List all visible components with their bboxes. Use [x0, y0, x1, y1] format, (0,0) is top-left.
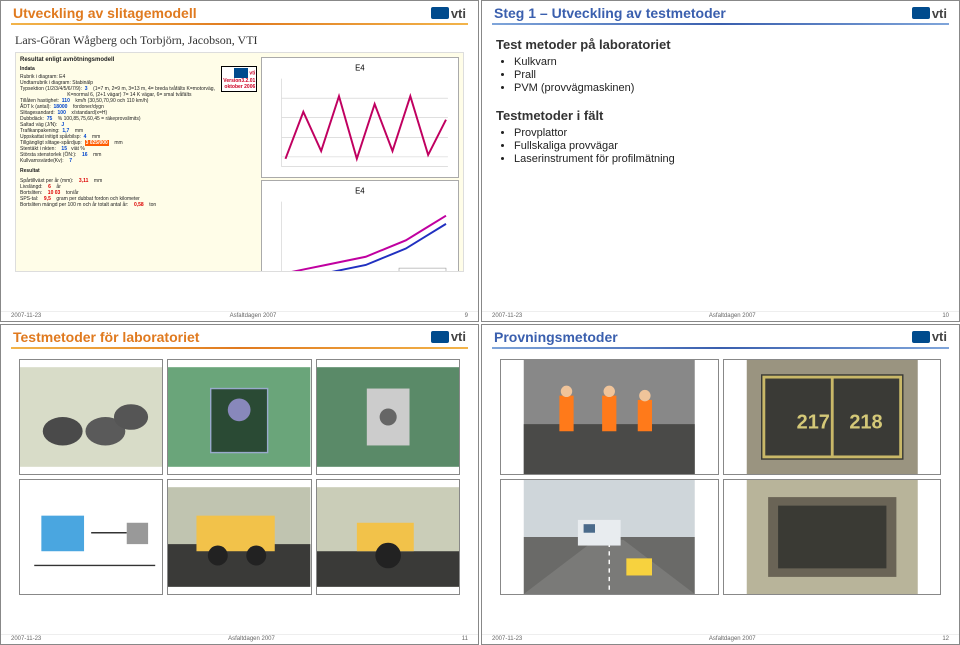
- subtitle: Lars-Göran Wågberg och Torbjörn, Jacobso…: [15, 33, 464, 48]
- photo-road-workers: [500, 359, 719, 475]
- slide-12: Provningsmetoder vti 217 218: [481, 324, 960, 645]
- list-item: Fullskaliga provvägar: [514, 140, 945, 152]
- slide-10: Steg 1 – Utveckling av testmetoder vti T…: [481, 0, 960, 322]
- chart-title: E4: [355, 64, 365, 73]
- footer-num: 9: [465, 313, 468, 319]
- slide-header: Steg 1 – Utveckling av testmetoder vti: [482, 1, 959, 23]
- section-heading: Test metoder på laboratoriet: [496, 37, 945, 52]
- photo-sample-frame: [723, 479, 942, 595]
- photo-grid: [15, 357, 464, 597]
- list-item: PVM (provvägmaskinen): [514, 82, 945, 94]
- series-1: [286, 216, 447, 272]
- photo-pvm-roller: [316, 479, 460, 595]
- section-heading: Testmetoder i fält: [496, 108, 945, 123]
- footer-date: 2007-11-23: [11, 313, 41, 319]
- slide-footer: 2007-11-23 Asfaltdagen 2007 11: [1, 634, 478, 644]
- photo-prall-apparatus: [167, 359, 311, 475]
- vti-logo: vti: [431, 6, 466, 21]
- footer-date: 2007-11-23: [11, 636, 41, 642]
- slide-title: Utveckling av slitagemodell: [13, 5, 197, 21]
- list-item: Laserinstrument för profilmätning: [514, 153, 945, 165]
- list-item: Provplattor: [514, 127, 945, 139]
- divider: [11, 23, 468, 25]
- footer-event: Asfaltdagen 2007: [230, 313, 277, 319]
- vti-logo: vti: [912, 6, 947, 21]
- list-item: Kulkvarn: [514, 56, 945, 68]
- plate-label-218: 218: [849, 411, 882, 433]
- vti-logo: vti: [912, 329, 947, 344]
- photo-lab-samples: [19, 359, 163, 475]
- footer-num: 12: [942, 636, 949, 642]
- slide-title: Steg 1 – Utveckling av testmetoder: [494, 5, 726, 21]
- charts-column: E4 E4: [261, 57, 459, 267]
- slide-9: Utveckling av slitagemodell vti Lars-Gör…: [0, 0, 479, 322]
- slide-footer: 2007-11-23 Asfaltdagen 2007 10: [482, 311, 959, 321]
- series-line: [286, 96, 447, 159]
- slide-11: Testmetoder för laboratoriet vti: [0, 324, 479, 645]
- chart-e4-cumulative: E4 Axlar; %: [261, 180, 459, 272]
- slide-content: Test metoder på laboratoriet KulkvarnPra…: [482, 29, 959, 311]
- photo-grid: 217 218: [496, 357, 945, 597]
- footer-event: Asfaltdagen 2007: [709, 636, 756, 642]
- footer-date: 2007-11-23: [492, 313, 522, 319]
- slide-header: Provningsmetoder vti: [482, 325, 959, 347]
- slide-footer: 2007-11-23 Asfaltdagen 2007 9: [1, 311, 478, 321]
- slide-content: [1, 353, 478, 635]
- slide-footer: 2007-11-23 Asfaltdagen 2007 12: [482, 634, 959, 644]
- lab-methods-list: KulkvarnPrallPVM (provvägmaskinen): [514, 56, 945, 94]
- vti-logo: vti: [431, 329, 466, 344]
- photo-van-laser-road: [500, 479, 719, 595]
- slide-content: 217 218: [482, 353, 959, 635]
- list-item: Prall: [514, 69, 945, 81]
- plate-label-217: 217: [796, 411, 829, 433]
- field-methods-list: ProvplattorFullskaliga provvägarLaserins…: [514, 127, 945, 165]
- slide-content: Lars-Göran Wågberg och Torbjörn, Jacobso…: [1, 29, 478, 311]
- footer-num: 11: [462, 636, 468, 642]
- divider: [492, 23, 949, 25]
- photo-pvm-test-track: [167, 479, 311, 595]
- chart-title: E4: [355, 187, 365, 196]
- slide-header: Utveckling av slitagemodell vti: [1, 1, 478, 23]
- model-panel: Resultat enligt avnötningsmodell vtiVers…: [15, 52, 464, 272]
- slide-title: Provningsmetoder: [494, 329, 618, 345]
- chart-e4-spikes: E4: [261, 57, 459, 178]
- slide-header: Testmetoder för laboratoriet vti: [1, 325, 478, 347]
- footer-event: Asfaltdagen 2007: [709, 313, 756, 319]
- footer-date: 2007-11-23: [492, 636, 522, 642]
- divider: [11, 347, 468, 349]
- photo-prall-closeup: [316, 359, 460, 475]
- photo-kulkvarn-schematic: [19, 479, 163, 595]
- photo-test-plates: 217 218: [723, 359, 942, 475]
- divider: [492, 347, 949, 349]
- indata-text: Resultat enligt avnötningsmodell vtiVers…: [20, 57, 257, 267]
- footer-num: 10: [942, 313, 949, 319]
- slide-title: Testmetoder för laboratoriet: [13, 329, 199, 345]
- footer-event: Asfaltdagen 2007: [228, 636, 275, 642]
